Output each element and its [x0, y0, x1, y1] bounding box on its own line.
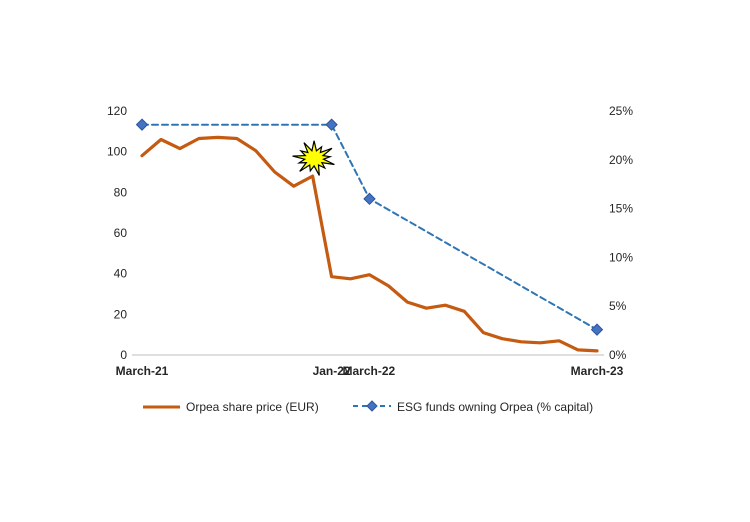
left-tick-label: 0	[120, 348, 127, 362]
share-price-line	[140, 135, 599, 353]
right-axis: 0% 5% 10% 15% 20% 25%	[609, 104, 633, 362]
x-tick-label: March-23	[571, 364, 624, 378]
left-tick-label: 60	[114, 226, 128, 240]
explosion-icon	[292, 140, 335, 176]
legend: Orpea share price (EUR) ESG funds owning…	[143, 400, 593, 414]
right-tick-label: 0%	[609, 348, 627, 362]
right-tick-label: 15%	[609, 202, 633, 216]
esg-funds-line	[141, 123, 598, 331]
left-tick-label: 20	[114, 307, 128, 321]
left-axis: 0 20 40 60 80 100 120	[107, 104, 127, 362]
left-tick-label: 40	[114, 267, 128, 281]
left-tick-label: 100	[107, 145, 127, 159]
esg-funds-point	[135, 118, 149, 131]
esg-funds-point	[363, 192, 376, 206]
x-tick-label: March-22	[343, 364, 396, 378]
legend-label-share-price: Orpea share price (EUR)	[186, 400, 319, 414]
right-tick-label: 5%	[609, 299, 627, 313]
right-tick-label: 20%	[609, 153, 633, 167]
right-tick-label: 25%	[609, 104, 633, 118]
x-tick-label: March-21	[116, 364, 169, 378]
x-tick-label: Jan-22	[313, 364, 351, 378]
legend-marker-esg-funds	[366, 400, 378, 412]
esg-funds-point	[590, 323, 604, 336]
legend-label-esg-funds: ESG funds owning Orpea (% capital)	[397, 400, 593, 414]
left-tick-label: 80	[114, 185, 128, 199]
annotations	[292, 140, 335, 176]
right-tick-label: 10%	[609, 250, 633, 264]
series	[135, 118, 604, 353]
esg-funds-point	[325, 118, 338, 131]
left-tick-label: 120	[107, 104, 127, 118]
